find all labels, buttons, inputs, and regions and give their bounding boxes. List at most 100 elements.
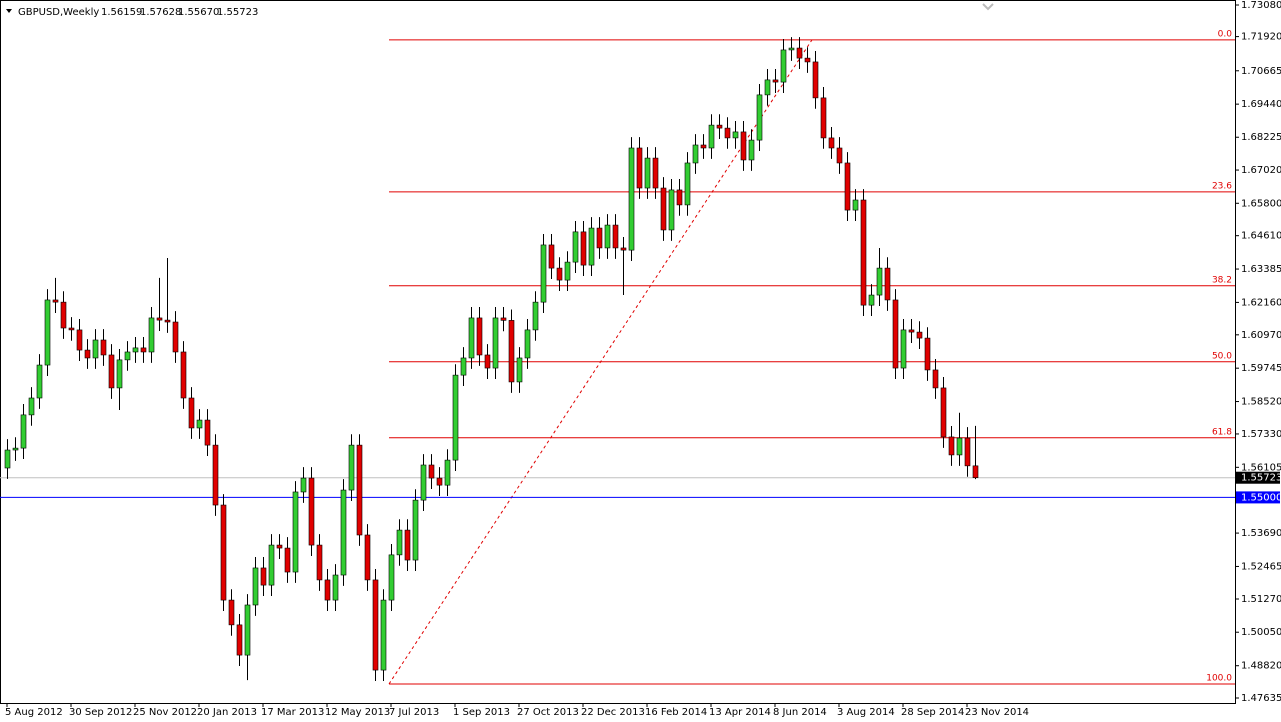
candle-body [508,320,515,383]
fib-label: 61.8 [1212,427,1232,437]
candle-body [612,224,619,249]
candle-body [532,301,539,331]
candle-body [468,317,475,359]
candle-body [156,317,163,321]
candle-body [820,97,827,139]
y-tick-label: 1.73080 [1241,0,1281,11]
candle-body [260,567,267,586]
x-tick-label: 30 Sep 2012 [69,707,132,718]
candle-body [292,491,299,573]
x-tick-label: 27 Oct 2013 [517,707,579,718]
y-tick-label: 1.64610 [1241,231,1281,242]
x-tick-label: 12 May 2013 [325,707,390,718]
candle-body [540,244,547,303]
y-tick-label: 1.70665 [1241,66,1281,77]
candle-body [620,247,627,251]
x-tick-label: 22 Dec 2013 [581,707,645,718]
candle-body [836,147,843,164]
candle-body [884,267,891,301]
x-tick-label: 13 Apr 2014 [709,707,771,718]
candle-body [100,339,107,356]
candle-body [132,347,139,353]
candle-body [420,464,427,501]
candle-body [340,489,347,576]
candle-body [588,227,595,266]
chart-title: GBPUSD,Weekly [18,7,99,18]
candle-body [412,499,419,561]
candle-body [668,189,675,231]
candle-body [460,357,467,376]
candle-body [220,504,227,601]
candle-body [580,231,587,266]
y-tick-label: 1.67020 [1241,165,1281,176]
candle-body [788,47,795,51]
candle-body [372,579,379,671]
candle-body [844,162,851,211]
y-tick-label: 1.59745 [1241,363,1281,374]
candle-body [932,369,939,389]
candle-body [396,529,403,556]
y-tick-label: 1.48820 [1241,661,1281,672]
candle-body [236,624,243,656]
y-tick-label: 1.58520 [1241,397,1281,408]
candle-body [876,267,883,296]
candle-body [636,147,643,189]
candle-body [212,444,219,506]
quote-close: 1.55723 [217,7,258,18]
candle-body [124,351,131,361]
y-tick-label: 1.52465 [1241,561,1281,572]
candle-body [764,79,771,96]
candle-body [140,347,147,353]
quote-high: 1.57628 [140,7,181,18]
candle-body [332,574,339,601]
candle-body [436,477,443,486]
hline-label: 1.55000 [1241,492,1281,503]
candle-body [812,61,819,99]
candle-body [284,547,291,573]
candle-body [684,162,691,206]
quote-low: 1.55670 [178,7,219,18]
candle-body [300,477,307,493]
candle-body [644,157,651,189]
candle-body [500,317,507,321]
candle-body [732,131,739,139]
x-tick-label: 8 Jun 2014 [773,707,827,718]
candle-body [956,437,963,456]
candle-body [204,419,211,446]
candle-body [116,359,123,389]
x-tick-label: 3 Aug 2014 [837,707,895,718]
candle-body [908,329,915,333]
candle-body [324,579,331,601]
menu-arrow[interactable] [6,9,12,13]
candle-body [108,354,115,389]
y-tick-label: 1.63385 [1241,264,1281,275]
candle-body [388,554,395,601]
x-tick-label: 25 Nov 2012 [133,707,197,718]
y-tick-label: 1.56105 [1241,462,1281,473]
candle-body [12,447,19,451]
fib-label: 100.0 [1206,673,1232,683]
candle-body [772,79,779,83]
candle-body [748,139,755,161]
candle-body [900,329,907,369]
candle-body [60,301,67,329]
y-tick-label: 1.69440 [1241,99,1281,110]
candle-body [84,349,91,359]
candle-body [364,534,371,581]
candle-body [316,544,323,581]
candle-body [180,351,187,399]
candle-body [428,464,435,479]
candle-body [676,189,683,206]
candle-body [716,124,723,129]
candle-body [780,49,787,83]
candle-body [28,397,35,416]
y-tick-label: 1.47635 [1241,693,1281,704]
candle-body [244,604,251,656]
candle-body [724,127,731,139]
x-tick-label: 20 Jan 2013 [197,707,257,718]
candle-body [276,544,283,549]
y-tick-label: 1.60970 [1241,330,1281,341]
